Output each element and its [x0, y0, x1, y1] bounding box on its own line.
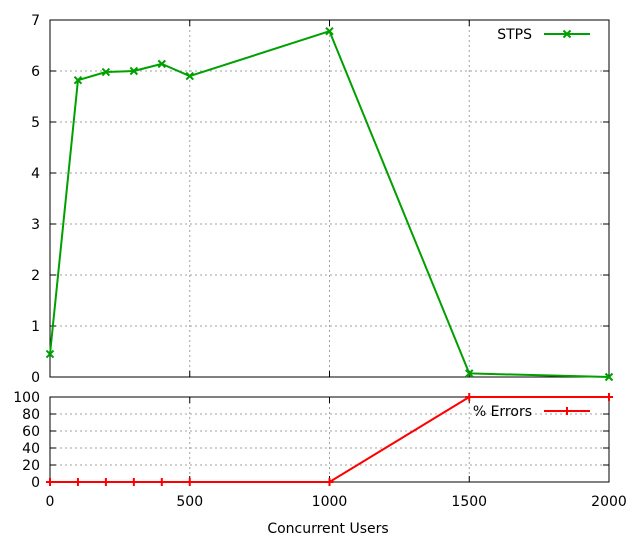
top-data-point: [185, 71, 194, 81]
top-ytick-label: 4: [31, 166, 40, 182]
bottom-data-point: [465, 393, 474, 401]
bottom-xtick-label: 500: [176, 494, 203, 510]
bottom-legend-marker: [563, 407, 571, 415]
top-legend-label: STPS: [497, 27, 532, 43]
top-data-point: [101, 67, 111, 77]
bottom-xtick-label: 2000: [591, 494, 627, 510]
top-plot-frame: [49, 19, 610, 378]
bottom-ytick-label: 0: [31, 475, 40, 491]
bottom-data-point: [157, 478, 166, 486]
bottom-xtick-label: 1500: [451, 494, 487, 510]
top-ytick-label: 5: [31, 115, 40, 131]
bottom-data-point: [73, 478, 82, 486]
top-ytick-label: 3: [31, 217, 40, 233]
bottom-legend-label: % Errors: [473, 404, 532, 420]
top-data-point: [45, 349, 55, 359]
top-ytick-label: 1: [31, 319, 40, 335]
top-ytick-label: 2: [31, 268, 40, 284]
bottom-data-point: [129, 478, 138, 486]
bottom-ytick-label: 20: [22, 458, 40, 474]
bottom-ytick-label: 40: [22, 441, 40, 457]
bottom-data-point: [46, 478, 54, 486]
x-axis-label: Concurrent Users: [267, 521, 388, 537]
top-legend-marker: [562, 29, 572, 39]
bottom-data-point: [605, 393, 613, 401]
top-data-point: [73, 75, 83, 85]
bottom-ytick-label: 80: [22, 407, 40, 423]
top-ytick-label: 0: [31, 370, 40, 386]
top-data-point: [325, 27, 334, 36]
top-ytick-label: 7: [31, 13, 40, 29]
top-panel: 0 1 2 3 4 5 6 7 STPS: [31, 13, 614, 386]
top-data-point: [157, 59, 167, 69]
bottom-data-point: [325, 478, 334, 486]
bottom-data-point: [101, 478, 110, 486]
bottom-ytick-label: 60: [22, 424, 40, 440]
bottom-xtick-label: 1000: [312, 494, 348, 510]
top-data-point: [129, 66, 139, 76]
top-ytick-label: 6: [31, 64, 40, 80]
top-data-point: [465, 369, 474, 378]
bottom-xtick-label: 0: [46, 494, 55, 510]
bottom-ytick-label: 100: [13, 390, 40, 406]
bottom-data-point: [185, 478, 194, 486]
top-data-point: [604, 372, 614, 382]
